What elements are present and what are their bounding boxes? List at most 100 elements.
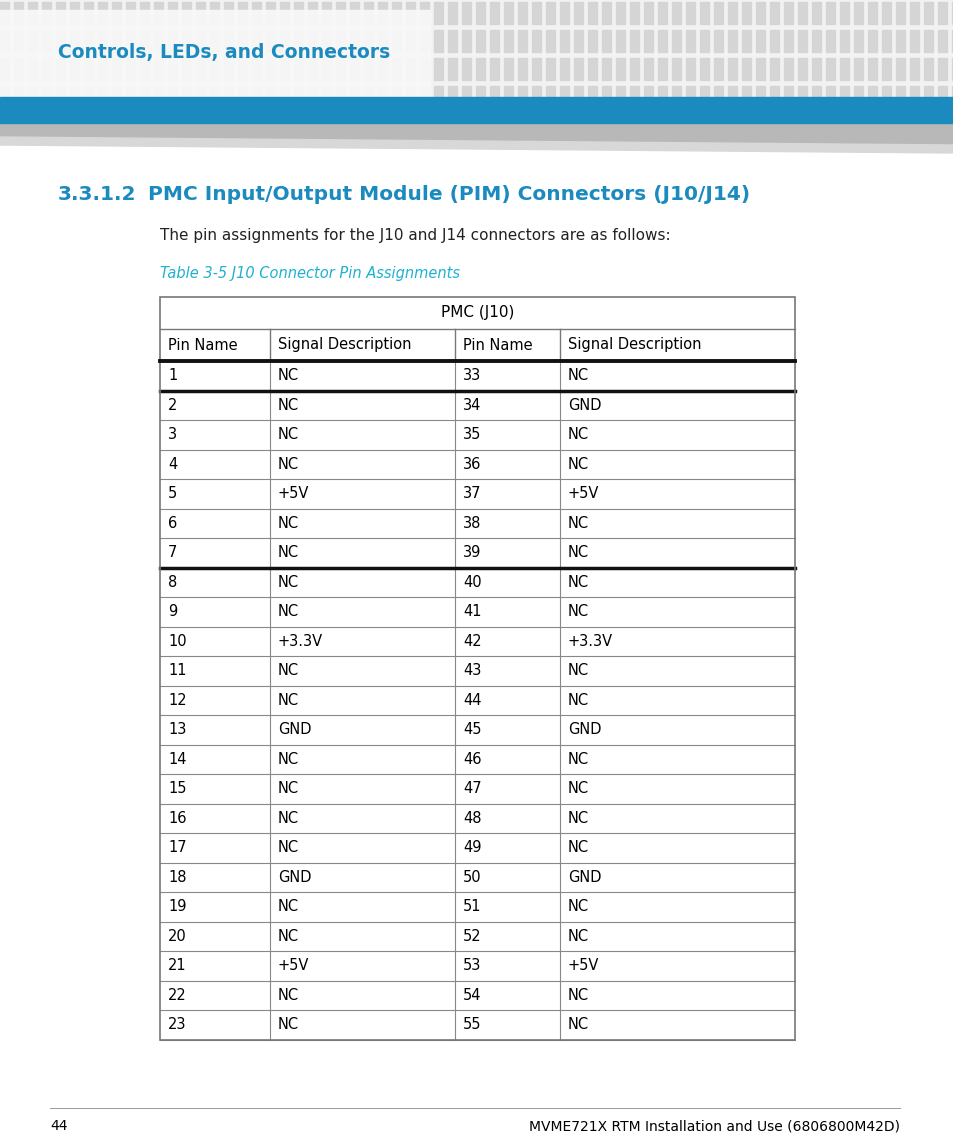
Bar	[210, 114, 219, 136]
Bar	[182, 30, 191, 52]
Bar	[517, 58, 526, 80]
Bar	[853, 114, 862, 136]
Bar	[727, 86, 737, 108]
Bar	[392, 2, 400, 24]
Bar	[755, 2, 764, 24]
Text: NC: NC	[277, 545, 299, 560]
Text: NC: NC	[277, 811, 299, 826]
Text: NC: NC	[277, 575, 299, 590]
Bar	[364, 2, 373, 24]
Bar	[574, 2, 582, 24]
Text: 9: 9	[168, 605, 177, 619]
Bar	[252, 86, 261, 108]
Text: NC: NC	[567, 457, 589, 472]
Bar	[643, 58, 652, 80]
Text: 7: 7	[168, 545, 177, 560]
Bar	[266, 2, 274, 24]
Bar	[629, 2, 639, 24]
Bar	[294, 2, 303, 24]
Bar	[98, 114, 107, 136]
Bar	[951, 58, 953, 80]
Bar	[532, 58, 540, 80]
Bar	[252, 2, 261, 24]
Bar	[503, 2, 513, 24]
Bar	[160, 297, 794, 329]
Bar	[741, 114, 750, 136]
Bar	[840, 114, 848, 136]
Bar	[210, 30, 219, 52]
Text: NC: NC	[567, 1017, 589, 1033]
Bar	[140, 30, 149, 52]
Text: 17: 17	[168, 840, 187, 855]
Text: NC: NC	[567, 427, 589, 442]
Text: NC: NC	[277, 369, 299, 384]
Bar	[160, 951, 794, 980]
Bar	[126, 2, 135, 24]
Bar	[0, 2, 9, 24]
Bar	[0, 10, 430, 97]
Bar	[364, 86, 373, 108]
Bar	[616, 58, 624, 80]
Text: NC: NC	[277, 397, 299, 412]
Text: 46: 46	[462, 752, 481, 767]
Bar	[160, 774, 794, 804]
Text: GND: GND	[567, 397, 601, 412]
Text: Signal Description: Signal Description	[567, 338, 700, 353]
Polygon shape	[0, 137, 953, 153]
Bar	[434, 30, 442, 52]
Text: GND: GND	[277, 870, 312, 885]
Bar	[377, 58, 387, 80]
Bar	[755, 86, 764, 108]
Text: 53: 53	[462, 958, 481, 973]
Bar	[28, 2, 37, 24]
Text: 37: 37	[462, 487, 481, 502]
Bar	[28, 30, 37, 52]
Bar	[448, 58, 456, 80]
Bar	[923, 2, 932, 24]
Bar	[0, 30, 9, 52]
Bar	[700, 114, 708, 136]
Bar	[266, 114, 274, 136]
Bar	[335, 30, 345, 52]
Bar	[0, 97, 953, 123]
Bar	[601, 30, 610, 52]
Text: 52: 52	[462, 929, 481, 943]
Bar	[853, 30, 862, 52]
Bar	[419, 58, 429, 80]
Bar	[28, 114, 37, 136]
Bar	[937, 30, 946, 52]
Text: PMC (J10): PMC (J10)	[440, 306, 514, 321]
Bar	[364, 58, 373, 80]
Bar	[182, 58, 191, 80]
Text: NC: NC	[567, 369, 589, 384]
Text: NC: NC	[567, 781, 589, 796]
Bar	[797, 30, 806, 52]
Text: 34: 34	[462, 397, 481, 412]
Bar	[308, 86, 316, 108]
Bar	[574, 30, 582, 52]
Bar	[923, 58, 932, 80]
Bar	[280, 114, 289, 136]
Bar	[574, 86, 582, 108]
Bar	[42, 114, 51, 136]
Bar	[643, 2, 652, 24]
Bar	[825, 86, 834, 108]
Bar	[112, 86, 121, 108]
Text: NC: NC	[277, 781, 299, 796]
Bar	[629, 114, 639, 136]
Bar	[503, 114, 513, 136]
Text: 12: 12	[168, 693, 187, 708]
Bar	[909, 86, 918, 108]
Bar	[783, 114, 792, 136]
Bar	[783, 30, 792, 52]
Bar	[587, 114, 597, 136]
Bar	[160, 922, 794, 951]
Bar	[406, 2, 415, 24]
Bar	[713, 86, 722, 108]
Bar	[224, 86, 233, 108]
Bar	[434, 2, 442, 24]
Bar	[42, 2, 51, 24]
Bar	[160, 656, 794, 686]
Text: 44: 44	[50, 1119, 68, 1134]
Text: NC: NC	[567, 899, 589, 914]
